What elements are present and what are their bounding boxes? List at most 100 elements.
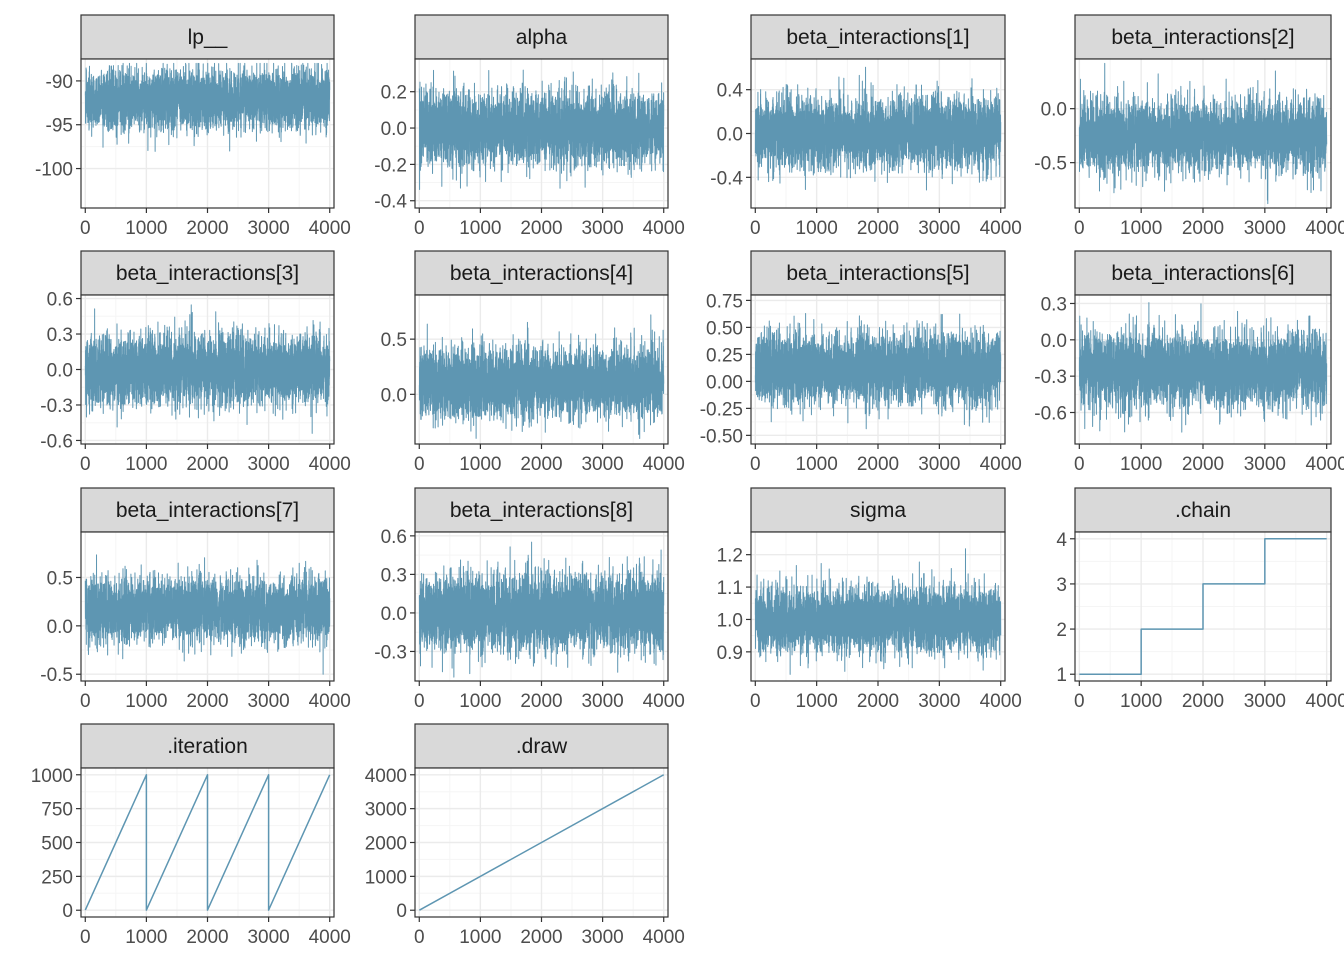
x-tick-label: 0 (80, 927, 91, 948)
x-tick-label: 1000 (459, 218, 501, 239)
y-tick-label: 0.9 (717, 643, 743, 664)
y-tick-label: 0.50 (706, 318, 743, 339)
x-tick-label: 4000 (1306, 218, 1344, 239)
x-tick-label: 1000 (796, 454, 838, 475)
x-tick-label: 3000 (581, 454, 623, 475)
trace-line (1078, 302, 1328, 433)
y-tick-label: 0.5 (381, 330, 407, 351)
panel-beta-interactions-7: beta_interactions[7] 0 1000 2000 3000 4000 0.5… (40, 487, 351, 712)
y-tick-label: 2000 (365, 834, 407, 855)
facet-strip (414, 14, 669, 60)
facet-strip (750, 250, 1006, 296)
panel-sigma: sigma 0 1000 2000 3000 4000 1.2 1.1 1.0 0.9 (717, 487, 1022, 712)
x-tick-label: 3000 (247, 927, 289, 948)
trace-line (418, 314, 665, 439)
x-tick-label: 0 (414, 927, 425, 948)
x-tick-label: 4000 (643, 454, 685, 475)
grid (415, 768, 668, 917)
facet-title: alpha (516, 26, 568, 49)
x-tick-label: 2000 (520, 454, 562, 475)
x-tick-label: 2000 (1182, 454, 1224, 475)
y-tick-label: 0.5 (47, 568, 73, 589)
y-tick-label: 3 (1056, 575, 1067, 596)
panel-beta-interactions-5: beta_interactions[5] 0 1000 2000 3000 4000 0.7… (700, 250, 1022, 475)
y-tick-label: 0.75 (706, 291, 743, 312)
x-tick-label: 4000 (980, 218, 1022, 239)
y-tick-label: 0.3 (1041, 294, 1067, 315)
y-tick-label: 0.0 (47, 361, 73, 382)
y-tick-label: 2 (1056, 620, 1067, 641)
x-tick-label: 2000 (857, 218, 899, 239)
y-tick-label: 500 (41, 834, 73, 855)
trace-line (1079, 538, 1327, 675)
x-tick-label: 3000 (247, 691, 289, 712)
x-tick-label: 4000 (643, 218, 685, 239)
x-tick-label: 1000 (796, 691, 838, 712)
trace-line (418, 774, 665, 911)
x-tick-label: 0 (80, 218, 91, 239)
trace-line (84, 554, 331, 675)
x-tick-label: 0 (1074, 454, 1085, 475)
facet-title: lp__ (188, 26, 228, 49)
y-tick-label: 1000 (31, 766, 73, 787)
y-tick-label: 0.00 (706, 372, 743, 393)
facet-strip (414, 723, 669, 769)
x-tick-label: 4000 (309, 218, 351, 239)
x-tick-label: 3000 (581, 218, 623, 239)
panel-beta-interactions-2: beta_interactions[2] 0 1000 2000 3000 4000 0.0… (1034, 14, 1344, 239)
y-tick-label: -0.6 (1034, 404, 1067, 425)
y-tick-label: 1000 (365, 867, 407, 888)
y-tick-label: -0.50 (700, 426, 743, 447)
x-tick-label: 1000 (125, 691, 167, 712)
y-tick-label: -95 (46, 116, 73, 137)
x-tick-label: 0 (750, 218, 761, 239)
x-tick-label: 3000 (581, 927, 623, 948)
x-tick-label: 2000 (520, 927, 562, 948)
facet-strip (1074, 14, 1332, 60)
y-tick-label: 0.4 (717, 81, 744, 102)
y-tick-label: 0.25 (706, 345, 743, 366)
x-tick-label: 1000 (796, 218, 838, 239)
facet-title: beta_interactions[8] (450, 499, 633, 522)
trace-line (84, 304, 331, 434)
x-tick-label: 2000 (186, 218, 228, 239)
y-tick-label: -0.3 (40, 396, 73, 417)
panel-beta-interactions-4: beta_interactions[4] 0 1000 2000 3000 4000 0.5… (381, 250, 685, 475)
x-tick-label: 4000 (980, 454, 1022, 475)
panel-beta-interactions-3: beta_interactions[3] 0 1000 2000 3000 4000 0.6… (40, 250, 351, 475)
x-tick-label: 0 (80, 691, 91, 712)
y-tick-label: 0 (62, 901, 73, 922)
x-tick-label: 3000 (1244, 218, 1286, 239)
x-tick-label: 3000 (247, 454, 289, 475)
y-tick-label: -0.4 (374, 192, 407, 213)
y-tick-label: 0.0 (717, 125, 743, 146)
x-tick-label: 1000 (1120, 218, 1162, 239)
x-tick-label: 0 (80, 454, 91, 475)
facet-title: beta_interactions[6] (1111, 262, 1294, 285)
x-tick-label: 0 (414, 218, 425, 239)
x-tick-label: 4000 (309, 454, 351, 475)
x-tick-label: 1000 (125, 927, 167, 948)
x-tick-label: 4000 (643, 927, 685, 948)
y-tick-label: -0.6 (40, 431, 73, 452)
panel-beta-interactions-6: beta_interactions[6] 0 1000 2000 3000 4000 0.3… (1034, 250, 1344, 475)
y-tick-label: 0 (396, 901, 407, 922)
x-tick-label: 0 (750, 454, 761, 475)
x-tick-label: 4000 (1306, 454, 1344, 475)
x-tick-label: 3000 (918, 454, 960, 475)
panel-beta-interactions-8: beta_interactions[8] 0 1000 2000 3000 4000 0.6… (374, 487, 685, 712)
x-tick-label: 1000 (1120, 691, 1162, 712)
trace-line (84, 774, 331, 911)
facet-title: .chain (1175, 499, 1231, 522)
y-tick-label: -0.5 (1034, 154, 1067, 175)
x-tick-label: 3000 (918, 691, 960, 712)
panel-draw: .draw 0 1000 2000 3000 4000 4000 3000 2000 1000 0 (365, 723, 685, 948)
x-tick-label: 1000 (125, 454, 167, 475)
y-tick-label: -0.3 (374, 642, 407, 663)
facet-title: beta_interactions[3] (116, 262, 299, 285)
x-tick-label: 4000 (643, 691, 685, 712)
x-tick-label: 1000 (459, 691, 501, 712)
panel-beta-interactions-1: beta_interactions[1] 0 1000 2000 3000 4000 0.4… (710, 14, 1022, 239)
y-tick-label: 750 (41, 800, 73, 821)
y-tick-label: 0.0 (381, 604, 407, 625)
